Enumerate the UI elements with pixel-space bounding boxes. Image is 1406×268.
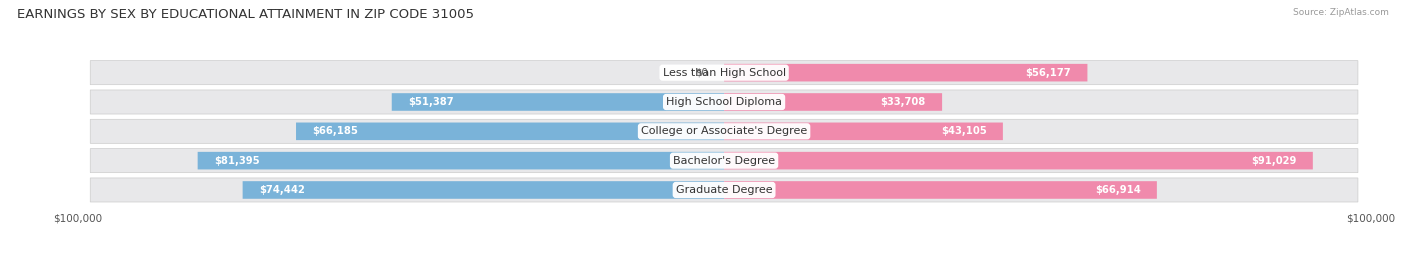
Text: College or Associate's Degree: College or Associate's Degree xyxy=(641,126,807,136)
Text: $51,387: $51,387 xyxy=(408,97,454,107)
Text: $81,395: $81,395 xyxy=(214,156,260,166)
Text: $56,177: $56,177 xyxy=(1025,68,1071,78)
FancyBboxPatch shape xyxy=(90,61,1358,85)
FancyBboxPatch shape xyxy=(90,119,1358,143)
Text: Bachelor's Degree: Bachelor's Degree xyxy=(673,156,775,166)
FancyBboxPatch shape xyxy=(90,149,1358,173)
Text: $43,105: $43,105 xyxy=(941,126,987,136)
FancyBboxPatch shape xyxy=(724,181,1157,199)
Text: $66,914: $66,914 xyxy=(1095,185,1140,195)
FancyBboxPatch shape xyxy=(724,64,1087,81)
FancyBboxPatch shape xyxy=(724,122,1002,140)
Text: $66,185: $66,185 xyxy=(312,126,359,136)
FancyBboxPatch shape xyxy=(90,90,1358,114)
FancyBboxPatch shape xyxy=(724,93,942,111)
FancyBboxPatch shape xyxy=(297,122,724,140)
FancyBboxPatch shape xyxy=(90,178,1358,202)
FancyBboxPatch shape xyxy=(243,181,724,199)
Text: $91,029: $91,029 xyxy=(1251,156,1296,166)
Text: Less than High School: Less than High School xyxy=(662,68,786,78)
Text: $74,442: $74,442 xyxy=(259,185,305,195)
Text: Graduate Degree: Graduate Degree xyxy=(676,185,772,195)
FancyBboxPatch shape xyxy=(392,93,724,111)
Text: High School Diploma: High School Diploma xyxy=(666,97,782,107)
Text: $33,708: $33,708 xyxy=(880,97,927,107)
Legend: Male, Female: Male, Female xyxy=(671,266,778,268)
FancyBboxPatch shape xyxy=(724,152,1313,169)
Text: $0: $0 xyxy=(695,68,709,78)
Text: Source: ZipAtlas.com: Source: ZipAtlas.com xyxy=(1294,8,1389,17)
FancyBboxPatch shape xyxy=(198,152,724,169)
Text: EARNINGS BY SEX BY EDUCATIONAL ATTAINMENT IN ZIP CODE 31005: EARNINGS BY SEX BY EDUCATIONAL ATTAINMEN… xyxy=(17,8,474,21)
